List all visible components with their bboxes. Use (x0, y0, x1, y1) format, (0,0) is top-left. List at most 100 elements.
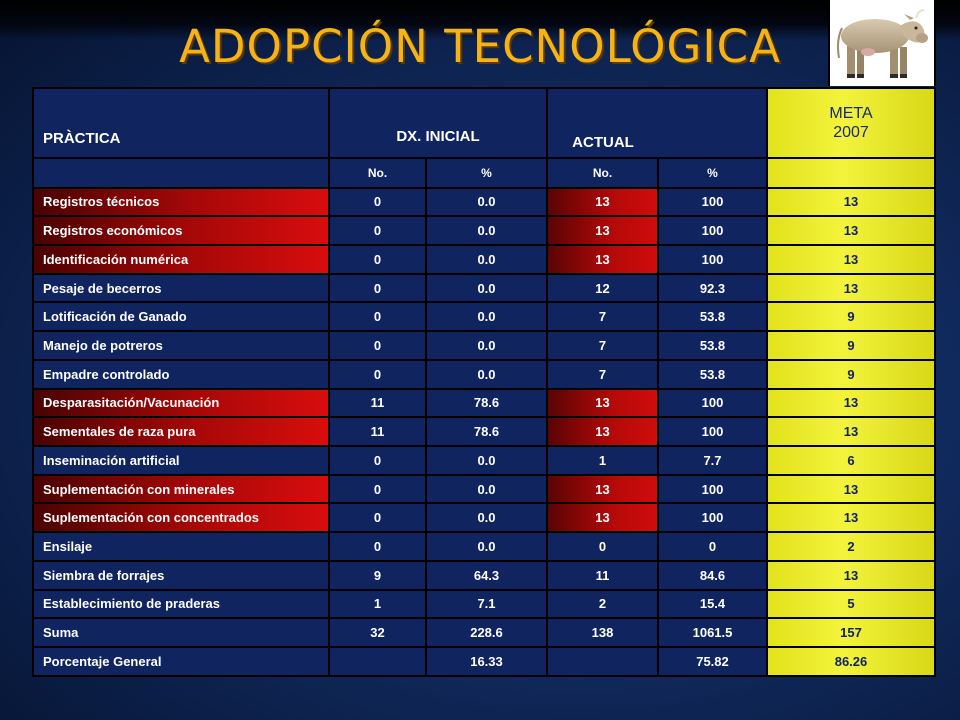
table-body: Registros técnicos 0 0.0 13 100 13 Registros e… (32, 186, 936, 677)
row-dx-no: 1 (328, 588, 427, 620)
row-label: Registros técnicos (32, 186, 330, 218)
row-dx-pct: 78.6 (425, 416, 548, 447)
row-label: Suplementación con concentrados (32, 502, 330, 534)
row-act-no: 13 (546, 186, 659, 218)
table-row: Suma 32 228.6 138 1061.5 157 (32, 617, 936, 649)
header-goal-label: META (829, 104, 873, 122)
row-dx-pct: 64.3 (425, 559, 548, 591)
row-dx-pct: 228.6 (425, 617, 548, 649)
cow-illustration (828, 0, 936, 86)
row-dx-no: 0 (328, 445, 427, 476)
row-act-no: 7 (546, 330, 659, 361)
table-row: Siembra de forrajes 9 64.3 11 84.6 13 (32, 559, 936, 591)
row-act-pct: 84.6 (657, 559, 768, 591)
row-label: Identificación numérica (32, 243, 330, 275)
row-act-pct: 53.8 (657, 330, 768, 361)
row-dx-no: 0 (328, 502, 427, 534)
row-meta: 13 (766, 502, 936, 534)
row-dx-no: 11 (328, 387, 427, 419)
row-act-no: 7 (546, 358, 659, 390)
row-meta: 13 (766, 387, 936, 419)
row-dx-no: 0 (328, 215, 427, 246)
table-row: Ensilaje 0 0.0 0 0 2 (32, 531, 936, 562)
row-act-no (546, 646, 659, 677)
cow-icon (837, 9, 928, 78)
row-label: Porcentaje General (32, 646, 330, 677)
row-label: Empadre controlado (32, 358, 330, 390)
header-blank (658, 87, 768, 159)
row-act-no: 13 (546, 502, 659, 534)
table-row: Identificación numérica 0 0.0 13 100 13 (32, 243, 936, 275)
row-dx-pct: 0.0 (425, 502, 548, 534)
row-dx-pct: 0.0 (425, 301, 548, 333)
header-goal-year: 2007 (833, 123, 869, 141)
row-meta: 9 (766, 330, 936, 361)
subheader-meta-blank (766, 156, 936, 189)
row-act-pct: 100 (657, 387, 768, 419)
table-row: Lotificación de Ganado 0 0.0 7 53.8 9 (32, 301, 936, 333)
row-label: Sementales de raza pura (32, 416, 330, 447)
row-dx-pct: 0.0 (425, 473, 548, 505)
table-row: Registros técnicos 0 0.0 13 100 13 (32, 186, 936, 218)
row-dx-pct: 0.0 (425, 243, 548, 275)
row-act-no: 7 (546, 301, 659, 333)
row-meta: 13 (766, 186, 936, 218)
row-act-no: 13 (546, 416, 659, 447)
row-act-no: 0 (546, 531, 659, 562)
row-label: Inseminación artificial (32, 445, 330, 476)
table-row: Pesaje de becerros 0 0.0 12 92.3 13 (32, 272, 936, 304)
row-meta: 157 (766, 617, 936, 649)
row-dx-pct: 0.0 (425, 358, 548, 390)
subheader-dx-no: No. (328, 156, 427, 189)
row-act-no: 12 (546, 272, 659, 304)
row-meta: 5 (766, 588, 936, 620)
table-row: Establecimiento de praderas 1 7.1 2 15.4 5 (32, 588, 936, 620)
row-label: Lotificación de Ganado (32, 301, 330, 333)
row-dx-no: 0 (328, 473, 427, 505)
row-act-no: 13 (546, 473, 659, 505)
row-label: Desparasitación/Vacunación (32, 387, 330, 419)
adoption-table: PRÀCTICA DX. INICIAL ACTUAL META 2007 No… (32, 87, 936, 677)
table-row: Manejo de potreros 0 0.0 7 53.8 9 (32, 330, 936, 361)
row-act-pct: 53.8 (657, 358, 768, 390)
row-dx-no: 0 (328, 243, 427, 275)
row-act-pct: 100 (657, 243, 768, 275)
row-label: Establecimiento de praderas (32, 588, 330, 620)
top-band (0, 0, 960, 40)
row-act-pct: 100 (657, 416, 768, 447)
row-label: Suplementación con minerales (32, 473, 330, 505)
table-row: Suplementación con minerales 0 0.0 13 100 13 (32, 473, 936, 505)
row-dx-no: 9 (328, 559, 427, 591)
row-dx-pct: 0.0 (425, 186, 548, 218)
header-initial: DX. INICIAL (328, 87, 548, 159)
row-dx-pct: 16.33 (425, 646, 548, 677)
row-dx-no: 0 (328, 272, 427, 304)
header-current: ACTUAL (546, 87, 658, 159)
row-meta: 9 (766, 358, 936, 390)
table-row: Inseminación artificial 0 0.0 1 7.7 6 (32, 445, 936, 476)
row-act-pct: 100 (657, 215, 768, 246)
table-row: Suplementación con concentrados 0 0.0 13 100… (32, 502, 936, 534)
row-dx-no: 0 (328, 358, 427, 390)
table-row: Desparasitación/Vacunación 11 78.6 13 100 13 (32, 387, 936, 419)
subheader-dx-pct: % (425, 156, 548, 189)
table-row: Porcentaje General 16.33 75.82 86.26 (32, 646, 936, 677)
row-label: Siembra de forrajes (32, 559, 330, 591)
row-dx-pct: 0.0 (425, 330, 548, 361)
row-meta: 6 (766, 445, 936, 476)
table-subheader-row: No. % No. % (32, 156, 936, 189)
row-act-no: 138 (546, 617, 659, 649)
row-act-no: 2 (546, 588, 659, 620)
row-label: Ensilaje (32, 531, 330, 562)
row-dx-no: 0 (328, 301, 427, 333)
row-act-no: 11 (546, 559, 659, 591)
row-meta: 13 (766, 243, 936, 275)
row-act-no: 13 (546, 243, 659, 275)
header-goal: META 2007 (766, 87, 936, 159)
row-act-pct: 1061.5 (657, 617, 768, 649)
header-practice: PRÀCTICA (32, 87, 330, 159)
row-act-pct: 100 (657, 473, 768, 505)
page-title: ADOPCIÓN TECNOLÓGICA (179, 20, 781, 73)
row-dx-no: 11 (328, 416, 427, 447)
table-row: Sementales de raza pura 11 78.6 13 100 13 (32, 416, 936, 447)
